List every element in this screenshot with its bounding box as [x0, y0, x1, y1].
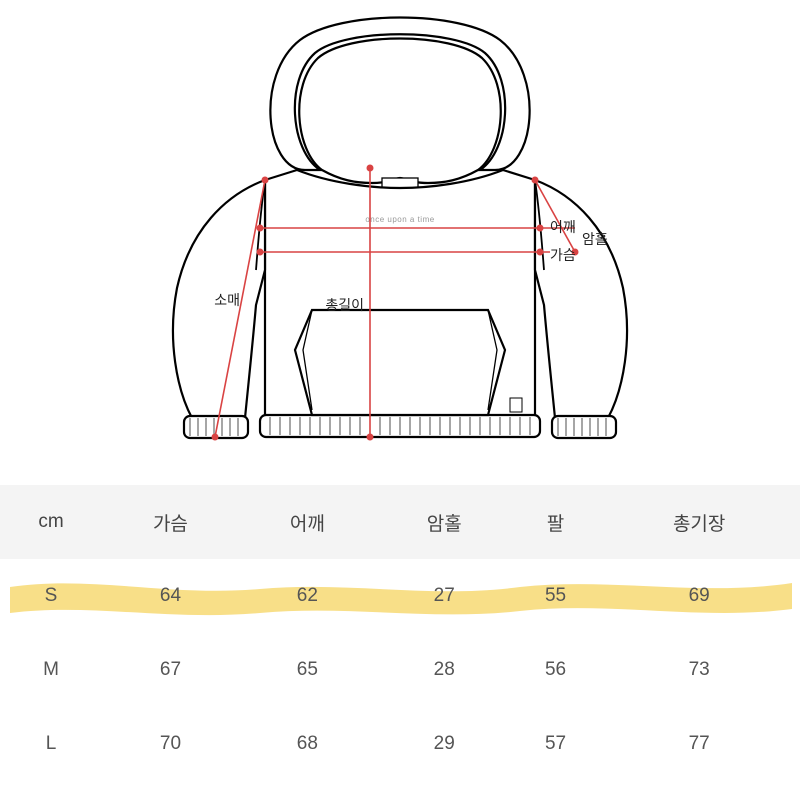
col-arm: 팔 [513, 485, 599, 559]
col-chest: 가슴 [102, 485, 239, 559]
size-row-m: M 67 65 28 56 73 [0, 633, 800, 707]
label-chest: 가슴 [550, 247, 576, 263]
label-length: 총길이 [325, 297, 364, 313]
label-sleeve: 소매 [214, 292, 240, 308]
size-table: cm 가슴 어깨 암홀 팔 총기장 S 64 62 27 55 69 M 67 … [0, 485, 800, 781]
size-label: L [0, 707, 102, 781]
size-row-s: S 64 62 27 55 69 [0, 559, 800, 633]
col-shoulder: 어깨 [239, 485, 376, 559]
label-armhole: 암홀 [582, 231, 608, 247]
chest-print-text: once upon a time [365, 215, 434, 224]
label-shoulder: 어깨 [550, 219, 576, 235]
size-row-l: L 70 68 29 57 77 [0, 707, 800, 781]
hood-inner [299, 39, 501, 184]
right-sleeve [535, 180, 627, 418]
unit-header: cm [0, 485, 102, 559]
size-label: M [0, 633, 102, 707]
hoodie-measurement-diagram: once upon a time [0, 0, 800, 480]
col-armhole: 암홀 [376, 485, 513, 559]
size-label: S [0, 559, 102, 633]
right-cuff [552, 416, 616, 438]
kangaroo-pocket [295, 310, 505, 415]
size-table-header-row: cm 가슴 어깨 암홀 팔 총기장 [0, 485, 800, 559]
col-length: 총기장 [598, 485, 800, 559]
